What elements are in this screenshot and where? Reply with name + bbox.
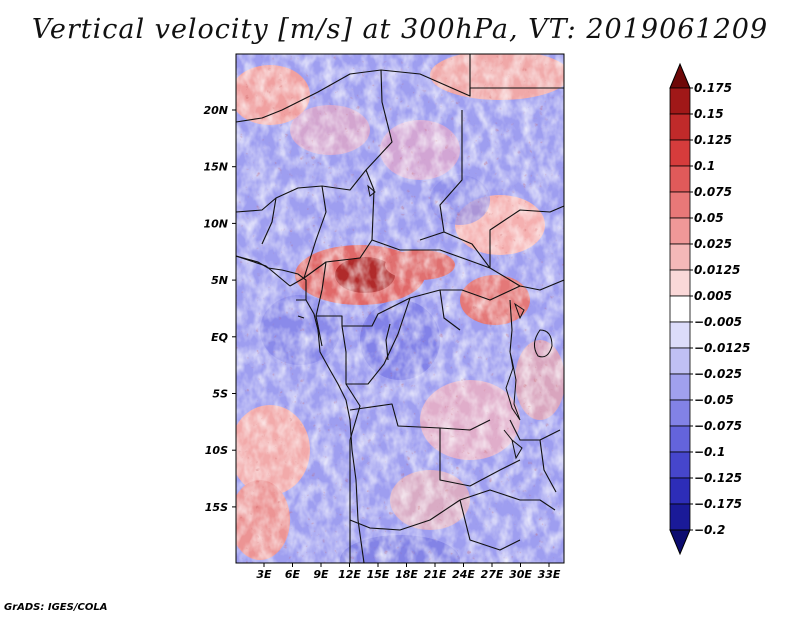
colorbar-label: 0.0125	[694, 263, 740, 277]
colorbar-label: −0.025	[694, 367, 742, 381]
lon-tick-label: 24E	[452, 568, 475, 581]
colorbar-bin	[669, 243, 691, 271]
lat-tick-label: EQ	[211, 331, 228, 344]
lon-tick-label: 27E	[481, 568, 504, 581]
colorbar-label: 0.005	[694, 289, 732, 303]
colorbar-label: 0.1	[694, 159, 715, 173]
colorbar-bin	[669, 477, 691, 505]
latitude-axis: 20N 15N 10N 5N EQ 5S 10S 15S	[203, 104, 236, 514]
colorbar-label: −0.175	[694, 497, 742, 511]
colorbar-bin	[669, 373, 691, 401]
longitude-axis: 3E 6E 9E 12E 15E 18E 21E 24E 27E 30E 33E	[256, 563, 561, 581]
colorbar-bin	[669, 191, 691, 219]
lat-tick-label: 10N	[203, 217, 228, 230]
lat-tick-label: 15N	[203, 161, 228, 174]
colorbar-label: −0.2	[694, 523, 725, 537]
velocity-field	[236, 54, 564, 563]
colorbar: 0.175 0.15 0.125 0.1 0.075 0.05 0.025 0.0125 0.0…	[669, 62, 750, 556]
lat-tick-label: 5N	[211, 274, 228, 287]
lat-tick-label: 20N	[203, 104, 228, 117]
lat-tick-label: 10S	[205, 444, 228, 457]
coastlines	[236, 255, 365, 563]
lon-tick-label: 15E	[367, 568, 390, 581]
lon-tick-label: 6E	[285, 568, 301, 581]
colorbar-bin	[669, 87, 691, 115]
colorbar-bin	[669, 503, 691, 531]
colorbar-label: −0.1	[694, 445, 725, 459]
political-boundaries	[236, 54, 564, 563]
colorbar-label: −0.0125	[694, 341, 750, 355]
colorbar-label: 0.125	[694, 133, 732, 147]
colorbar-label: 0.15	[694, 107, 724, 121]
colorbar-bin	[669, 165, 691, 193]
colorbar-label: −0.005	[694, 315, 742, 329]
map-title: Vertical velocity [m/s] at 300hPa, VT: 2…	[31, 14, 769, 45]
colorbar-top-arrow	[669, 62, 691, 89]
lon-tick-label: 30E	[509, 568, 532, 581]
colorbar-bin	[669, 139, 691, 167]
colorbar-bin	[669, 347, 691, 375]
lon-tick-label: 33E	[538, 568, 561, 581]
colorbar-bin	[669, 425, 691, 453]
colorbar-label: 0.175	[694, 81, 732, 95]
colorbar-bin	[669, 217, 691, 245]
lat-tick-label: 15S	[205, 501, 228, 514]
colorbar-bin	[669, 321, 691, 349]
lon-tick-label: 21E	[424, 568, 447, 581]
colorbar-label: −0.05	[694, 393, 734, 407]
colorbar-label: 0.025	[694, 237, 732, 251]
colorbar-label: −0.125	[694, 471, 742, 485]
lon-tick-label: 18E	[395, 568, 418, 581]
colorbar-bin	[669, 451, 691, 479]
colorbar-bin	[669, 399, 691, 427]
lon-tick-label: 3E	[256, 568, 272, 581]
colorbar-bin	[669, 269, 691, 297]
lat-tick-label: 5S	[212, 388, 228, 401]
lon-tick-label: 12E	[338, 568, 361, 581]
colorbar-bin	[669, 113, 691, 141]
lon-tick-label: 9E	[313, 568, 329, 581]
footer-credit: GrADS: IGES/COLA	[4, 602, 108, 613]
colorbar-label: 0.05	[694, 211, 724, 225]
colorbar-label: 0.075	[694, 185, 732, 199]
colorbar-bin	[669, 295, 691, 323]
lakes	[367, 184, 553, 460]
map-frame	[235, 53, 565, 564]
colorbar-label: −0.075	[694, 419, 742, 433]
colorbar-bottom-arrow	[669, 529, 691, 556]
